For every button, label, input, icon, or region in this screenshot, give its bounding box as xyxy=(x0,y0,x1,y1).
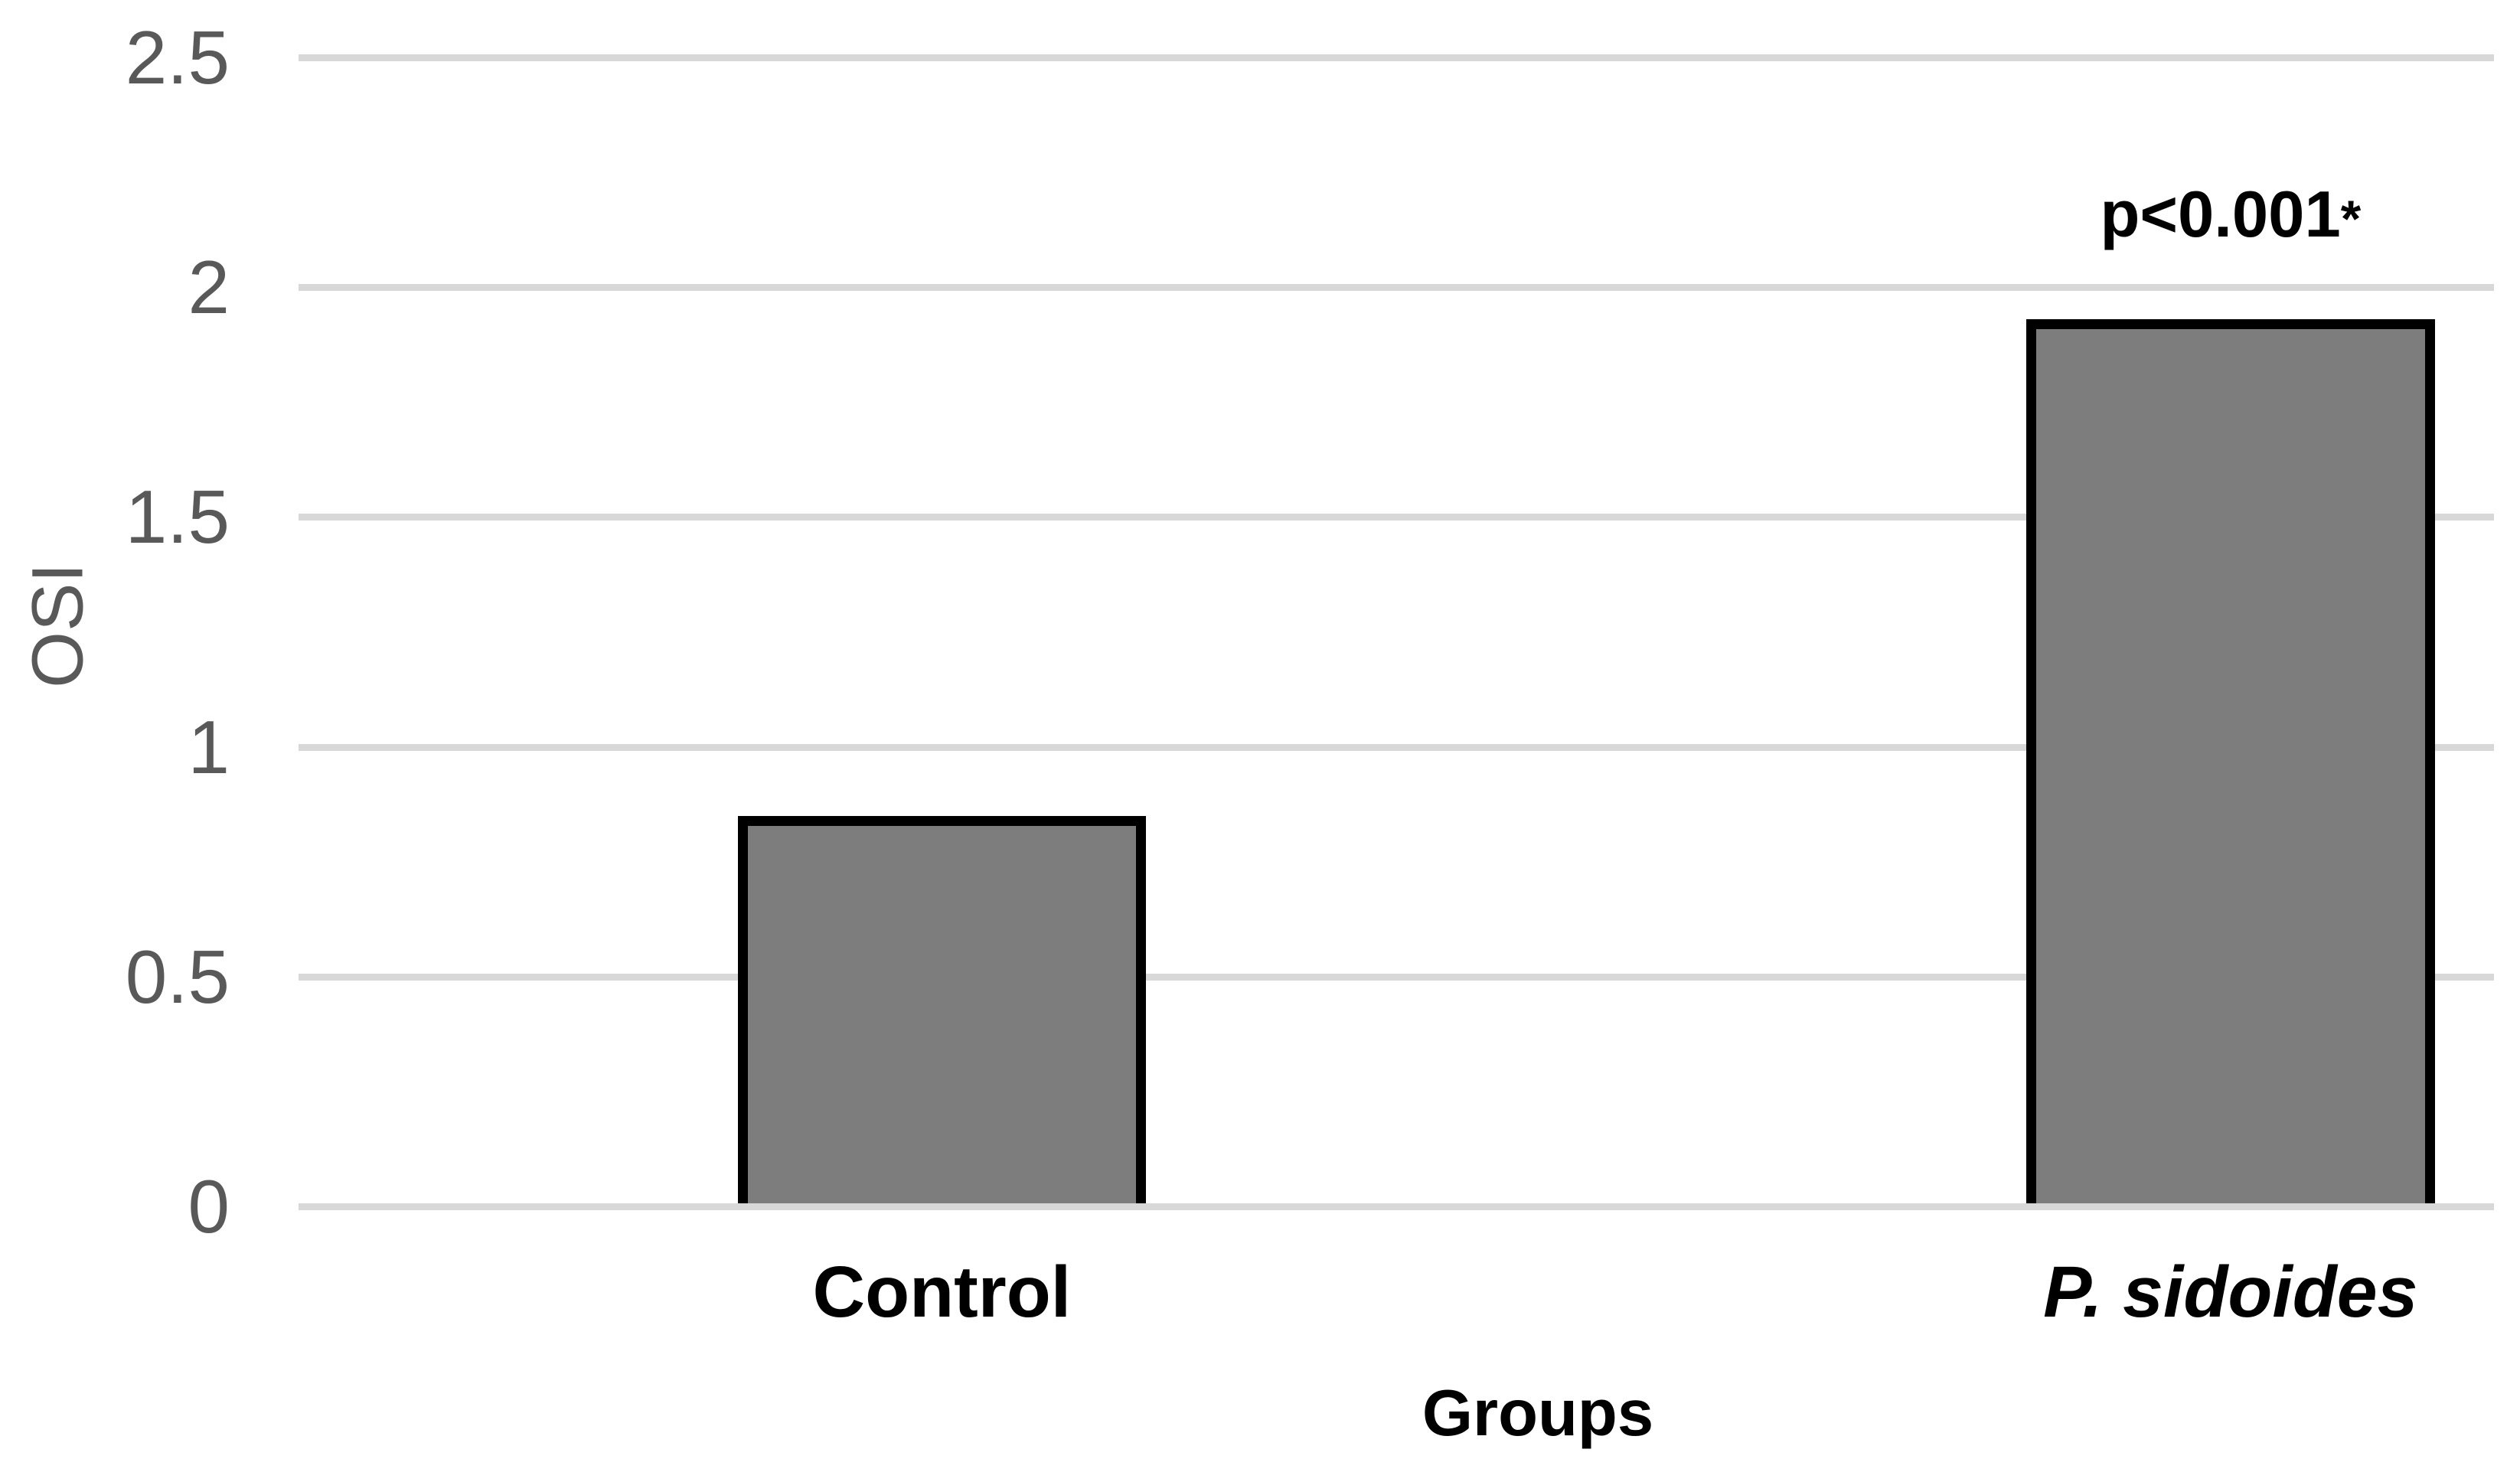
significance-annotation: p<0.001* xyxy=(2100,178,2361,253)
y-tick-label-0: 0 xyxy=(188,1164,230,1248)
bar-p-sidoides xyxy=(2026,319,2435,1203)
gridline-y-1.5 xyxy=(299,514,2494,521)
gridline-y-1 xyxy=(299,743,2494,751)
gridline-y-2 xyxy=(299,284,2494,292)
p-value-text: p<0.001 xyxy=(2100,178,2341,252)
y-tick-label-0.5: 0.5 xyxy=(125,934,230,1019)
x-axis-title: Groups xyxy=(1422,1377,1654,1450)
x-category-label-p-sidoides: P. sidoides xyxy=(2043,1252,2418,1333)
y-tick-label-1.5: 1.5 xyxy=(125,475,230,560)
y-tick-label-2.5: 2.5 xyxy=(125,15,230,100)
gridline-y-0.5 xyxy=(299,973,2494,981)
asterisk-superscript: * xyxy=(2340,190,2362,249)
y-tick-label-2: 2 xyxy=(188,245,230,330)
y-tick-label-1: 1 xyxy=(188,704,230,789)
gridline-y-0 xyxy=(299,1203,2494,1210)
y-axis-title: OSI xyxy=(17,563,99,688)
x-category-label-control: Control xyxy=(812,1252,1072,1333)
gridline-y-2.5 xyxy=(299,54,2494,61)
bar-control xyxy=(737,815,1147,1203)
